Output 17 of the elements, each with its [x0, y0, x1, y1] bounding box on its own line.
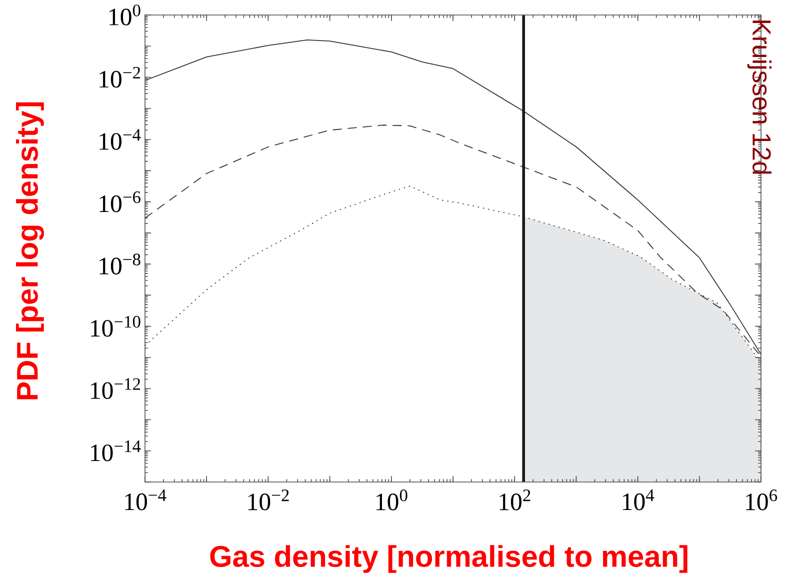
x-tick-label: 10$^{−4}$: [125, 490, 166, 510]
y-tick-label: 10$^{−10}$: [90, 316, 140, 337]
x-tick-label: 10$^{−2}$: [248, 490, 289, 510]
x-tick-label: 10$^{0}$: [376, 490, 408, 510]
x-tick-label: 10$^{4}$: [622, 490, 654, 510]
x-axis-title: Gas density [normalised to mean]: [210, 545, 688, 573]
y-axis-title: PDF [per log density]: [16, 102, 44, 400]
y-tick-label: 10$^{−12}$: [90, 378, 140, 399]
y-tick-label: 10$^{−4}$: [100, 129, 141, 150]
annotation: Kruijssen 12d: [747, 20, 772, 174]
y-tick-label: 10$^{−2}$: [100, 66, 140, 88]
y-tick-label: 10$^{0}$: [110, 4, 140, 26]
y-tick-label: 10$^{−6}$: [100, 191, 140, 212]
y-tick-label: 10$^{−8}$: [100, 254, 140, 274]
x-tick-label: 10$^{2}$: [500, 490, 530, 510]
y-tick-label: 10$^{−14}$: [90, 440, 141, 462]
x-tick-label: 10$^{6}$: [746, 490, 778, 510]
